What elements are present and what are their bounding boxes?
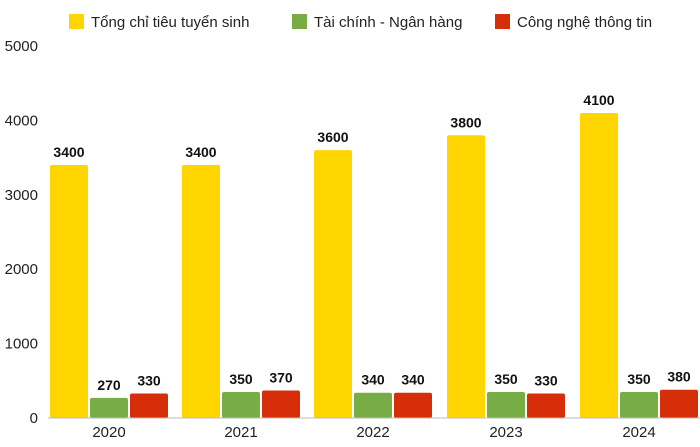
- data-label: 3600: [317, 129, 348, 145]
- bar: [527, 393, 565, 418]
- data-label: 350: [229, 371, 253, 387]
- legend-label: Tổng chỉ tiêu tuyển sinh: [91, 14, 249, 31]
- data-label: 340: [361, 372, 385, 388]
- data-label: 3400: [53, 144, 84, 160]
- x-tick-label: 2020: [92, 424, 125, 441]
- legend-swatch: [292, 14, 307, 29]
- data-label: 370: [269, 369, 293, 385]
- bar: [50, 165, 88, 418]
- bar: [182, 165, 220, 418]
- bar: [314, 150, 352, 418]
- bar: [660, 389, 698, 418]
- bar: [620, 391, 658, 418]
- data-label: 3400: [185, 144, 216, 160]
- data-label: 3800: [450, 114, 481, 130]
- bar: [222, 391, 260, 418]
- bars-area: [50, 112, 698, 419]
- data-labels: 3400 270 330 3400 350 370 3600 340 340 3800 350 330…: [53, 92, 690, 393]
- data-label: 330: [534, 372, 558, 388]
- y-tick-label: 3000: [5, 187, 38, 204]
- legend-swatch: [69, 14, 84, 29]
- bar: [447, 135, 485, 418]
- legend-label: Tài chính - Ngân hàng: [314, 14, 462, 31]
- x-axis: 2020 2021 2022 2023 2024: [92, 424, 655, 441]
- y-axis: 0 1000 2000 3000 4000 5000: [5, 38, 38, 427]
- data-label: 270: [97, 377, 121, 393]
- data-label: 4100: [583, 92, 614, 108]
- legend-label: Công nghệ thông tin: [517, 14, 652, 31]
- data-label: 380: [667, 369, 691, 385]
- bar: [90, 397, 128, 418]
- x-tick-label: 2024: [622, 424, 655, 441]
- data-label: 340: [401, 372, 425, 388]
- bar: [130, 393, 168, 418]
- y-tick-label: 5000: [5, 38, 38, 55]
- y-tick-label: 0: [30, 410, 38, 427]
- data-label: 350: [494, 371, 518, 387]
- bar: [394, 392, 432, 418]
- bar: [354, 392, 392, 418]
- legend-swatch: [495, 14, 510, 29]
- y-tick-label: 2000: [5, 261, 38, 278]
- data-label: 350: [627, 371, 651, 387]
- x-tick-label: 2022: [356, 424, 389, 441]
- bar: [262, 390, 300, 418]
- chart-legend: Tổng chỉ tiêu tuyển sinh Tài chính - Ngân…: [69, 14, 652, 31]
- data-label: 330: [137, 372, 161, 388]
- x-tick-label: 2023: [489, 424, 522, 441]
- bar: [487, 391, 525, 418]
- bar: [580, 112, 618, 419]
- y-tick-label: 4000: [5, 112, 38, 129]
- y-tick-label: 1000: [5, 336, 38, 353]
- x-tick-label: 2021: [224, 424, 257, 441]
